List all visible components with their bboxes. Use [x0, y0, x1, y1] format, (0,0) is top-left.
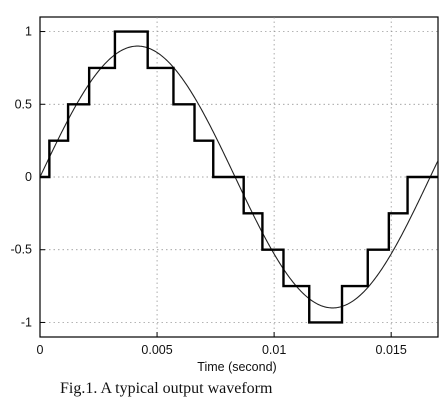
x-tick-label: 0.005	[141, 343, 172, 357]
x-tick-label: 0	[37, 343, 44, 357]
x-tick-label: 0.01	[262, 343, 286, 357]
x-axis-label: Time (second)	[197, 360, 276, 374]
y-tick-label: -1	[21, 315, 32, 329]
x-tick-label: 0.015	[376, 343, 407, 357]
ticks: 0 0.005 0.01 0.015 1 0.5 0 -0.5 -1	[10, 25, 406, 357]
y-tick-label: -0.5	[10, 243, 32, 257]
figure-caption: Fig.1. A typical output waveform	[60, 380, 273, 397]
series-layer	[40, 30, 438, 324]
y-tick-label: 0.5	[15, 97, 32, 111]
staircase-output-line	[40, 30, 438, 324]
y-tick-label: 1	[25, 25, 32, 39]
waveform-chart: 0 0.005 0.01 0.015 1 0.5 0 -0.5 -1 Time (second)	[10, 16, 439, 374]
sine-reference-line	[40, 45, 438, 309]
y-tick-label: 0	[25, 170, 32, 184]
